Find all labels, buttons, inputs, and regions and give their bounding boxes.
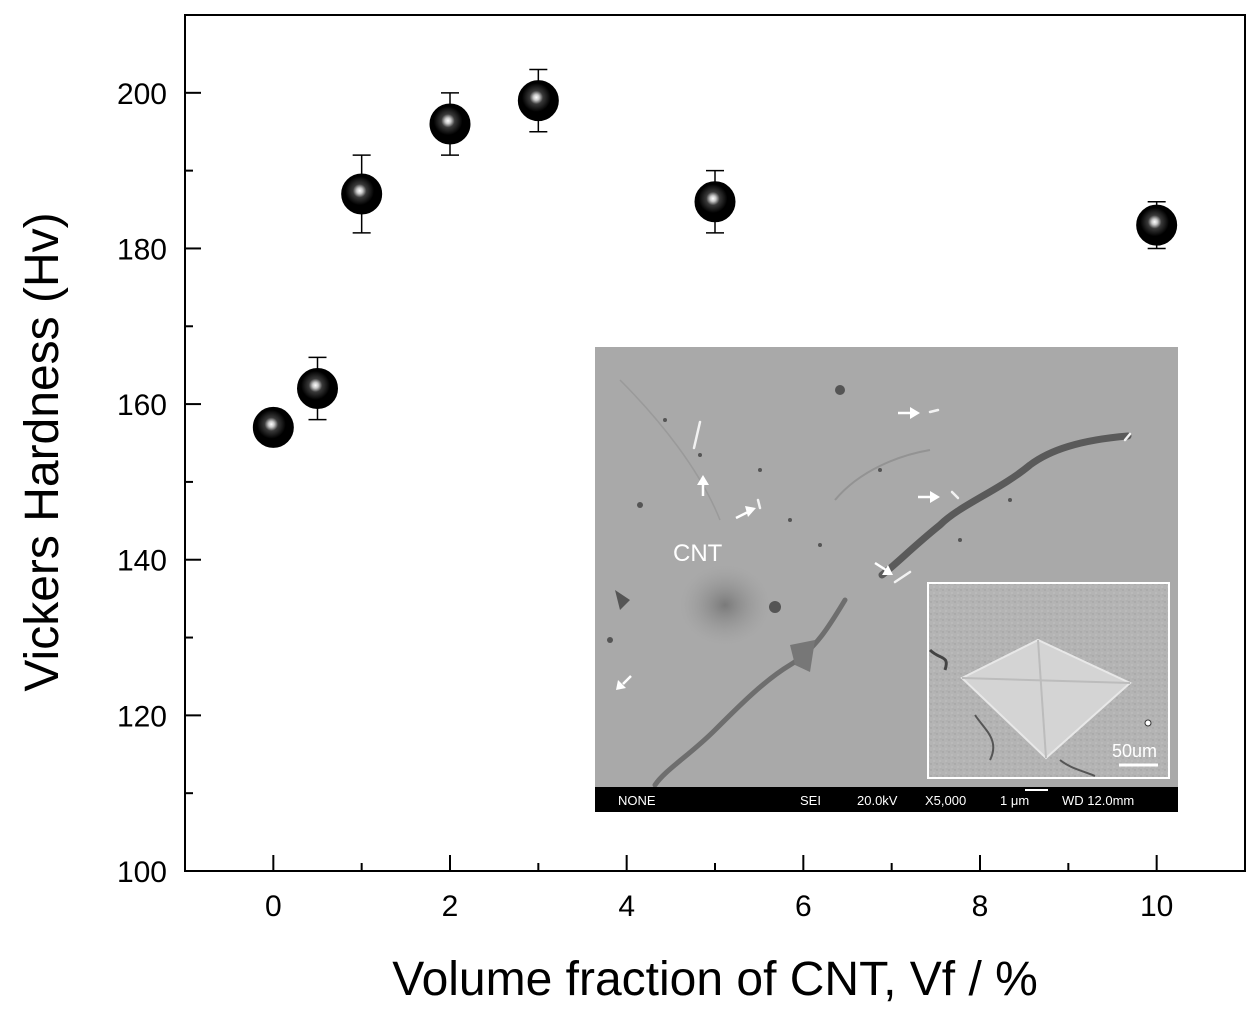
arrow-icon xyxy=(874,561,893,575)
sem-dark-spot xyxy=(680,565,770,645)
arrow-icon xyxy=(898,407,920,419)
scale-label: 50um xyxy=(1112,741,1157,761)
y-tick-label: 120 xyxy=(117,700,167,733)
x-axis: 0 2 4 6 8 10 xyxy=(184,855,1173,923)
x-tick-label: 8 xyxy=(972,890,989,923)
sem-crack-2 xyxy=(652,597,848,788)
x-axis-title: Volume fraction of CNT, Vf / % xyxy=(392,953,1038,1006)
cnt-fibers xyxy=(692,408,1132,584)
sem-footer-item: NONE xyxy=(618,793,656,808)
cnt-arrows xyxy=(616,407,940,690)
sem-pores xyxy=(607,385,1012,643)
arrow-icon xyxy=(918,491,940,503)
sem-footer-item: X5,000 xyxy=(925,793,966,808)
y-axis: 100 120 140 160 180 200 xyxy=(117,78,201,889)
sem-dark-flake-2 xyxy=(790,640,815,672)
x-tick-label: 10 xyxy=(1140,890,1173,923)
sem-footer-item: WD 12.0mm xyxy=(1062,793,1134,808)
y-tick-label: 100 xyxy=(117,856,167,889)
arrow-icon xyxy=(735,506,756,520)
sem-footer-item: 20.0kV xyxy=(857,793,898,808)
arrow-icon xyxy=(616,675,632,690)
data-point xyxy=(694,181,736,223)
sem-crack-3 xyxy=(834,449,931,501)
cnt-label: CNT xyxy=(673,540,723,567)
x-tick-label: 4 xyxy=(618,890,635,923)
arrow-icon xyxy=(697,475,709,496)
data-point xyxy=(297,368,338,410)
y-tick-label: 140 xyxy=(117,545,167,578)
y-tick-label: 160 xyxy=(117,389,167,422)
x-tick-label: 6 xyxy=(795,890,812,923)
sem-crack-1 xyxy=(878,432,1132,579)
sem-footer-item: SEI xyxy=(800,793,821,808)
x-tick-label: 2 xyxy=(442,890,459,923)
data-point xyxy=(517,80,559,122)
data-point xyxy=(1136,204,1178,246)
indent-inset: 50um xyxy=(927,582,1170,779)
y-tick-label: 200 xyxy=(117,78,167,111)
data-point xyxy=(252,406,294,448)
sem-footer-bar xyxy=(595,787,1178,812)
data-point xyxy=(429,103,471,145)
data-points xyxy=(252,80,1178,448)
sem-dark-flake xyxy=(615,590,630,610)
sem-inset: CNT 50um NONE SEI 20.0kV X5,000 1 xyxy=(595,347,1178,812)
data-point xyxy=(341,173,383,215)
sem-footer-item: 1 μm xyxy=(1000,793,1029,808)
sem-footer: NONE SEI 20.0kV X5,000 1 μm WD 12.0mm xyxy=(618,789,1134,808)
y-axis-title: Vickers Hardness (Hv) xyxy=(16,212,69,691)
y-tick-label: 180 xyxy=(117,233,167,266)
sem-crack-4 xyxy=(619,379,721,521)
x-tick-label: 0 xyxy=(265,890,282,923)
